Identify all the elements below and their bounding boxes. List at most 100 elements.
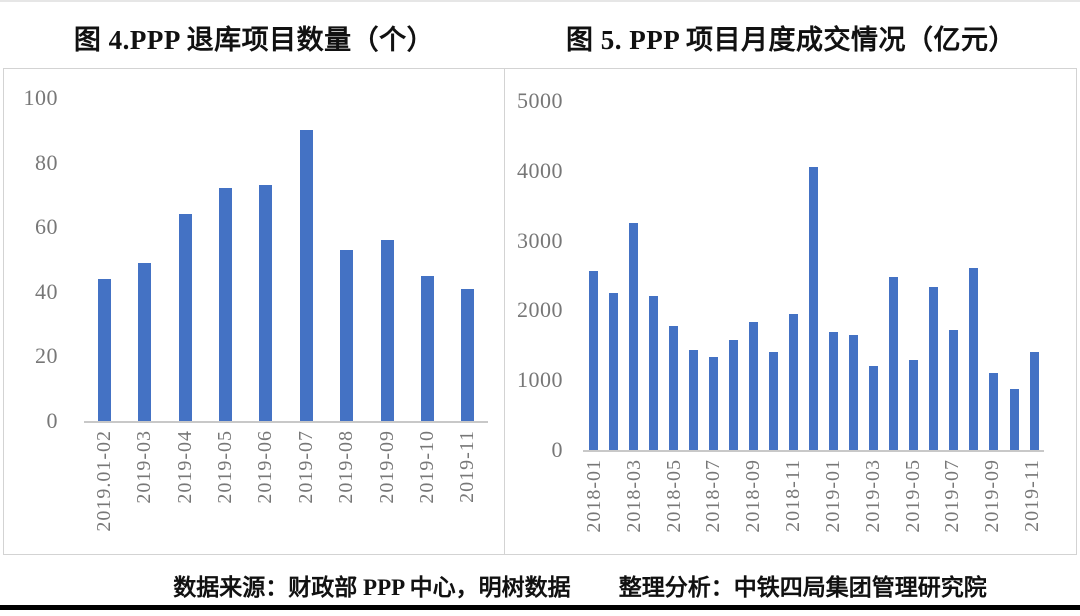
bar-slot	[904, 101, 924, 450]
bar	[929, 286, 939, 450]
bar	[259, 185, 273, 421]
bar-slot	[864, 101, 884, 450]
x-label-slot: 2019-11	[1021, 459, 1044, 554]
x-axis-tick-label: 2019-07	[941, 459, 964, 533]
bar	[1009, 389, 1019, 450]
bar	[588, 270, 598, 450]
bar	[688, 350, 698, 450]
x-axis-tick-label: 2019-09	[981, 459, 1004, 533]
x-axis-tick-label: 2018-07	[702, 459, 725, 533]
x-label-slot: 2019-10	[407, 430, 447, 555]
x-label-slot: 2019-07	[941, 459, 964, 554]
bar-slot	[683, 101, 703, 450]
x-label-slot: 2018-11	[782, 459, 805, 554]
x-axis-tick-label: 2019-03	[133, 430, 156, 504]
x-label-slot: 2019-09	[367, 430, 407, 555]
bar-slot	[783, 101, 803, 450]
bar-slot	[246, 98, 286, 421]
bar-slot	[84, 98, 124, 421]
y-axis-tick-label: 0	[46, 408, 58, 433]
x-axis-tick-label: 2019-09	[375, 430, 398, 504]
y-axis-tick-label: 0	[551, 437, 563, 462]
x-label-slot: 2019-11	[448, 430, 488, 555]
plot-area	[583, 101, 1044, 452]
x-axis-labels: 2019.01-02 2019-03 2019-04 2019-05 2019-06 20…	[84, 430, 488, 555]
bar-slot	[603, 101, 623, 450]
x-label-slot: 2019-03	[862, 459, 885, 554]
bar	[1029, 351, 1039, 450]
chart5-panel: 0 1000 2000 3000 4000 5000 2018-01 2018-03 2018-…	[505, 68, 1077, 555]
bar	[809, 167, 819, 450]
caption-data-source: 数据来源：财政部 PPP 中心，明树数据	[173, 575, 571, 600]
bar-slot	[844, 101, 864, 450]
x-label-slot	[646, 459, 663, 554]
x-axis-tick-label: 2019-10	[415, 430, 438, 504]
x-axis-tick-label: 2019-05	[901, 459, 924, 533]
x-axis-tick-label: 2019-01	[821, 459, 844, 533]
bar	[218, 188, 232, 421]
bar-slot	[286, 98, 326, 421]
bar-slot	[583, 101, 603, 450]
x-label-slot: 2018-07	[702, 459, 725, 554]
x-axis-tick-label: 2019-06	[254, 430, 277, 504]
bar-slot	[205, 98, 245, 421]
caption-analysis-credit: 整理分析：中铁四局集团管理研究院	[618, 575, 987, 600]
bar	[628, 223, 638, 450]
x-label-slot: 2019-01	[822, 459, 845, 554]
y-axis-tick-label: 100	[23, 85, 58, 110]
x-axis-tick-label: 2018-05	[662, 459, 685, 533]
footer-rule	[0, 605, 1080, 610]
x-axis-tick-label: 2018-03	[622, 459, 645, 533]
bar	[299, 130, 313, 421]
bar	[97, 278, 111, 421]
x-label-slot	[1004, 459, 1021, 554]
top-hairline	[0, 0, 1080, 2]
bar-slot	[964, 101, 984, 450]
bar	[420, 275, 434, 421]
bar	[340, 249, 354, 421]
chart5-title: 图 5. PPP 项目月度成交情况（亿元）	[566, 24, 1016, 55]
x-axis-tick-label: 2019-08	[335, 430, 358, 504]
bar	[989, 373, 999, 450]
bar-slot	[763, 101, 783, 450]
bar	[829, 332, 839, 450]
y-axis-tick-label: 40	[35, 278, 58, 304]
bar	[849, 334, 859, 450]
x-label-slot: 2019-06	[246, 430, 286, 555]
x-axis-labels: 2018-01 2018-03 2018-05 2018-07 2018-09 2018-…	[583, 459, 1044, 554]
x-axis-tick-label: 2018-01	[583, 459, 605, 533]
x-label-slot: 2019-05	[205, 430, 245, 555]
x-label-slot	[725, 459, 742, 554]
x-label-slot: 2018-05	[663, 459, 686, 554]
figure-caption: 数据来源：财政部 PPP 中心，明树数据 整理分析：中铁四局集团管理研究院	[40, 568, 1080, 602]
x-label-slot	[765, 459, 782, 554]
y-axis-tick-label: 60	[35, 214, 58, 240]
bar-slot	[124, 98, 164, 421]
x-label-slot: 2018-09	[742, 459, 765, 554]
plot-area	[84, 98, 488, 423]
x-label-slot: 2019-07	[286, 430, 326, 555]
bar	[768, 351, 778, 450]
x-label-slot	[964, 459, 981, 554]
x-axis-tick-label: 2019-11	[456, 430, 479, 503]
x-label-slot	[606, 459, 623, 554]
x-label-slot	[686, 459, 703, 554]
y-axis-tick-label: 80	[35, 149, 58, 175]
y-axis-tick-label: 3000	[517, 227, 563, 253]
x-axis-tick-label: 2019-04	[173, 430, 196, 504]
bar	[708, 357, 718, 450]
x-axis-tick-label: 2019-07	[294, 430, 317, 504]
bar	[608, 292, 618, 450]
x-label-slot	[805, 459, 822, 554]
bar-slot	[984, 101, 1004, 450]
bar-slot	[165, 98, 205, 421]
bar-slot	[703, 101, 723, 450]
x-label-slot: 2019-08	[326, 430, 366, 555]
x-axis-tick-label: 2018-09	[742, 459, 765, 533]
x-label-slot: 2019-03	[124, 430, 164, 555]
bar	[969, 267, 979, 450]
x-label-slot: 2019.01-02	[84, 430, 124, 555]
x-label-slot	[885, 459, 902, 554]
chart4-title: 图 4.PPP 退库项目数量（个）	[73, 24, 435, 55]
